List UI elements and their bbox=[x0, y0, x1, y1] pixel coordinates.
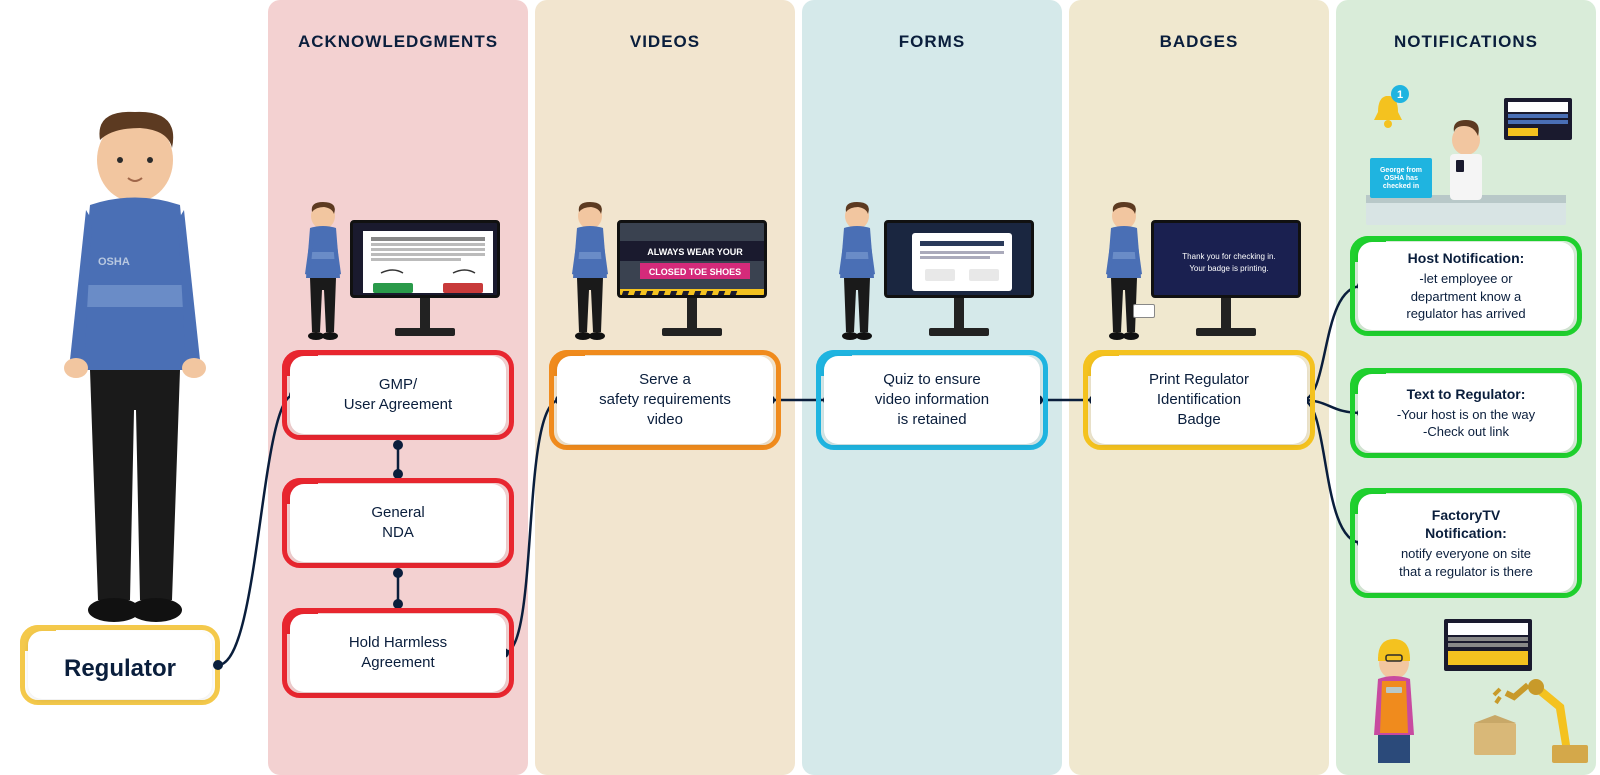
regulator-label: Regulator bbox=[64, 655, 176, 682]
card-vid1: Serve asafety requirementsvideo bbox=[557, 356, 773, 444]
kiosk-person-icon bbox=[298, 200, 348, 340]
card-title-notif3: FactoryTVNotification: bbox=[1425, 506, 1507, 544]
notification-bottom-scene bbox=[1356, 615, 1596, 775]
column-header-badge: BADGES bbox=[1069, 0, 1329, 52]
kiosk-forms bbox=[832, 180, 1042, 340]
card-text-ack2: GeneralNDA bbox=[371, 503, 424, 544]
svg-text:checked in: checked in bbox=[1383, 183, 1419, 190]
svg-text:Thank you for checking in.: Thank you for checking in. bbox=[1182, 252, 1275, 261]
card-title-notif2: Text to Regulator: bbox=[1407, 385, 1526, 404]
notification-top-scene: 1 George from OSHA has checked in bbox=[1356, 80, 1576, 235]
kiosk-screen-icon: Thank you for checking in. Your badge is… bbox=[1151, 220, 1301, 340]
card-title-notif1: Host Notification: bbox=[1408, 249, 1525, 268]
svg-text:Your badge is printing.: Your badge is printing. bbox=[1189, 264, 1268, 273]
column-header-ack: ACKNOWLEDGMENTS bbox=[268, 0, 528, 52]
osha-badge-text: OSHA bbox=[98, 256, 130, 268]
card-body-notif1: -let employee ordepartment know aregulat… bbox=[1406, 270, 1525, 323]
kiosk-person-icon bbox=[832, 200, 882, 340]
kiosk-screen-icon: ALWAYS WEAR YOUR CLOSED TOE SHOES bbox=[617, 220, 767, 340]
kiosk-person-icon bbox=[565, 200, 615, 340]
svg-text:OSHA has: OSHA has bbox=[1384, 175, 1418, 182]
kiosk-ack bbox=[298, 180, 508, 340]
card-ack1: GMP/User Agreement bbox=[290, 356, 506, 434]
column-header-vid: VIDEOS bbox=[535, 0, 795, 52]
svg-text:George from: George from bbox=[1380, 167, 1422, 174]
column-header-notif: NOTIFICATIONS bbox=[1336, 0, 1596, 52]
kiosk-screen-icon bbox=[884, 220, 1034, 340]
card-text-ack3: Hold HarmlessAgreement bbox=[349, 633, 447, 674]
card-notif3: FactoryTVNotification:notify everyone on… bbox=[1358, 494, 1574, 592]
regulator-card: Regulator bbox=[28, 631, 212, 699]
card-form1: Quiz to ensurevideo informationis retain… bbox=[824, 356, 1040, 444]
card-notif2: Text to Regulator: -Your host is on the w… bbox=[1358, 374, 1574, 452]
kiosk-badge: Thank you for checking in. Your badge is… bbox=[1099, 180, 1309, 340]
svg-text:ALWAYS WEAR YOUR: ALWAYS WEAR YOUR bbox=[647, 247, 743, 257]
card-body-notif3: notify everyone on sitethat a regulator … bbox=[1399, 545, 1533, 580]
card-text-vid1: Serve asafety requirementsvideo bbox=[599, 370, 731, 431]
kiosk-person-icon bbox=[1099, 200, 1149, 340]
column-header-forms: FORMS bbox=[802, 0, 1062, 52]
card-ack2: GeneralNDA bbox=[290, 484, 506, 562]
card-ack3: Hold HarmlessAgreement bbox=[290, 614, 506, 692]
svg-text:CLOSED TOE SHOES: CLOSED TOE SHOES bbox=[649, 267, 741, 277]
kiosk-screen-icon bbox=[350, 220, 500, 340]
card-notif1: Host Notification: -let employee ordepart… bbox=[1358, 242, 1574, 330]
card-text-form1: Quiz to ensurevideo informationis retain… bbox=[875, 370, 989, 431]
svg-text:1: 1 bbox=[1397, 89, 1403, 101]
card-text-badge1: Print RegulatorIdentificationBadge bbox=[1149, 370, 1249, 431]
card-badge1: Print RegulatorIdentificationBadge bbox=[1091, 356, 1307, 444]
card-body-notif2: -Your host is on the way-Check out link bbox=[1397, 406, 1535, 441]
regulator-person-icon: OSHA bbox=[40, 110, 230, 630]
card-text-ack1: GMP/User Agreement bbox=[344, 375, 452, 416]
kiosk-vid: ALWAYS WEAR YOUR CLOSED TOE SHOES bbox=[565, 180, 775, 340]
